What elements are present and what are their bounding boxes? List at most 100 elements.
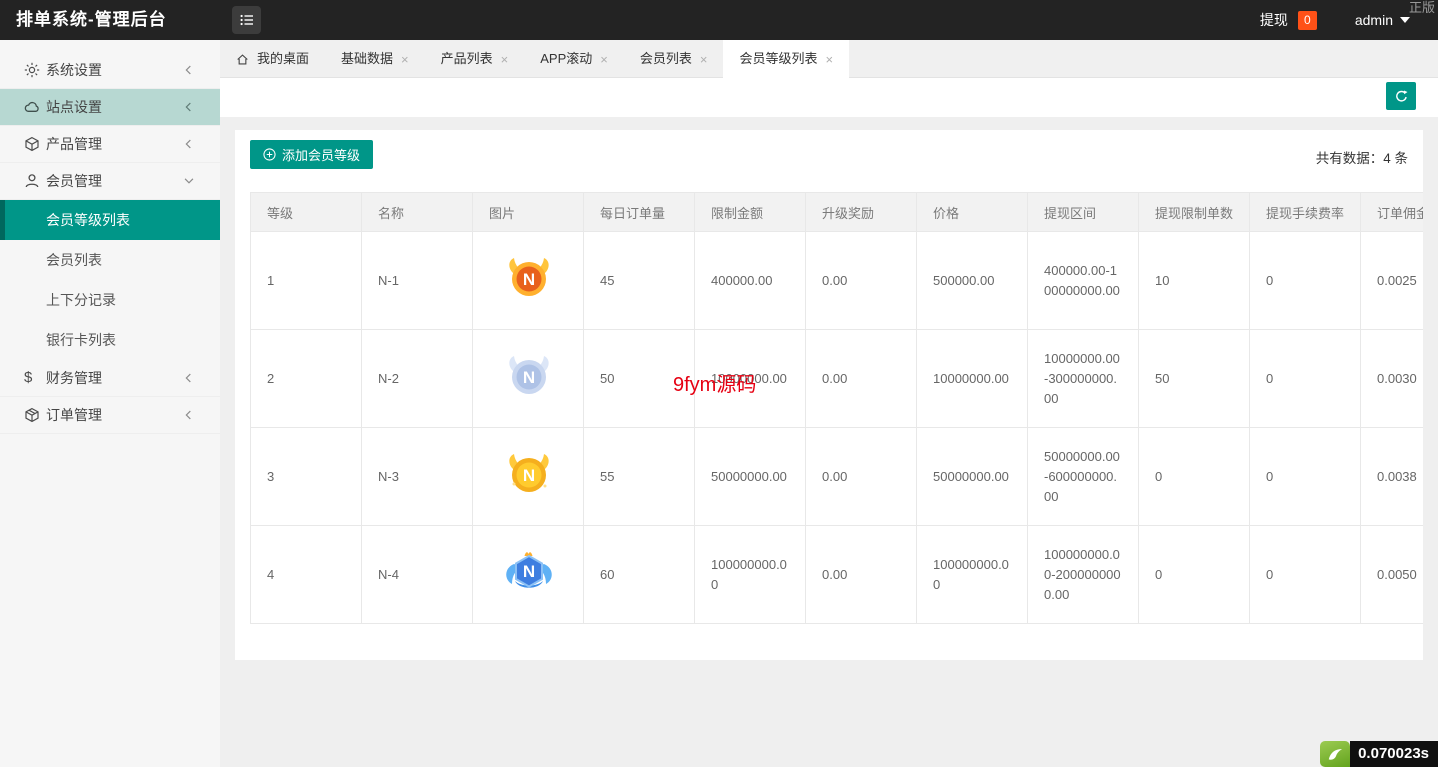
topbar-right-group: 提现 0 admin [1260, 0, 1410, 40]
username: admin [1354, 12, 1393, 28]
sidebar-item-member-management[interactable]: 会员管理 [0, 163, 220, 200]
cell-name: N-2 [361, 329, 473, 428]
cell-name: N-1 [361, 231, 473, 330]
leaf-icon [1320, 741, 1351, 767]
cell-daily-orders: 60 [583, 525, 695, 624]
close-icon[interactable]: × [699, 51, 708, 67]
user-menu[interactable]: admin [1355, 12, 1410, 28]
cell-level: 3 [250, 427, 362, 526]
cell-daily-orders: 45 [583, 231, 695, 330]
sidebar-item-score-records[interactable]: 上下分记录 [46, 292, 116, 308]
sidebar-item-member-level-list[interactable]: 会员等级列表 [0, 200, 220, 240]
level-badge-image: N [501, 446, 557, 508]
cell-limit-amount: 10000000.00 [694, 329, 806, 428]
sidebar-item-product-management[interactable]: 产品管理 [0, 126, 220, 163]
home-icon [236, 53, 249, 66]
add-member-level-button[interactable]: 添加会员等级 [250, 140, 374, 169]
tab-my-desktop[interactable]: 我的桌面 [220, 40, 325, 78]
sidebar-item-order-management[interactable]: 订单管理 [0, 397, 220, 434]
user-icon [24, 173, 40, 189]
table-row: 3 N-3 N 55 50000000.00 0.00 50000000.00 [250, 427, 1423, 526]
chevron-down-icon [182, 174, 196, 188]
tab-label: 会员等级列表 [739, 51, 818, 66]
level-badge-image: N [501, 544, 557, 606]
sidebar-item-label: 系统设置 [46, 62, 102, 78]
col-header-limit-amount: 限制金额 [694, 192, 806, 232]
cell-withdraw-fee: 0 [1249, 329, 1361, 428]
chevron-left-icon [182, 137, 196, 151]
sidebar-item-label: 会员管理 [46, 173, 102, 189]
member-submenu: 会员等级列表 会员列表 上下分记录 银行卡列表 [0, 200, 220, 360]
sidebar-item-member-list[interactable]: 会员列表 [46, 252, 102, 268]
level-badge-image: N [501, 348, 557, 410]
cell-withdraw-fee: 0 [1249, 525, 1361, 624]
cell-limit-amount: 50000000.00 [694, 427, 806, 526]
cell-withdraw-limit: 10 [1138, 231, 1250, 330]
cell-level: 2 [250, 329, 362, 428]
table-row: 1 N-1 N 45 400000.00 0.00 500000.00 [250, 231, 1423, 330]
sidebar-item-site-settings[interactable]: 站点设置 [0, 89, 220, 126]
refresh-icon [1394, 89, 1409, 104]
close-icon[interactable]: × [401, 51, 409, 67]
cell-withdraw-range: 50000000.00-600000000.00 [1027, 427, 1139, 526]
sidebar-item-system-settings[interactable]: 系统设置 [0, 52, 220, 89]
tab-label: 我的桌面 [257, 51, 310, 66]
svg-text:N: N [523, 368, 535, 387]
chevron-down-icon [1400, 17, 1410, 23]
load-time-value: 0.070023s [1350, 741, 1438, 767]
cell-level: 1 [250, 231, 362, 330]
col-header-upgrade-reward: 升级奖励 [805, 192, 917, 232]
tab-member-list[interactable]: 会员列表 × [624, 40, 724, 78]
svg-text:N: N [523, 562, 535, 581]
close-icon[interactable]: × [825, 51, 834, 67]
cell-name: N-3 [361, 427, 473, 526]
cell-daily-orders: 50 [583, 329, 695, 428]
main-area: 我的桌面 基础数据 × 产品列表 × APP滚动 × 会员列表 × 会员等级列表… [220, 40, 1438, 767]
svg-text:N: N [523, 466, 535, 485]
add-button-label: 添加会员等级 [282, 148, 361, 163]
tab-member-level-list[interactable]: 会员等级列表 × [723, 40, 850, 78]
cell-order-commission: 0.0038 [1360, 427, 1423, 526]
tab-app-scroll[interactable]: APP滚动 × [524, 40, 624, 78]
table-container: 等级 名称 图片 每日订单量 限制金额 升级奖励 价格 提现区间 提现限制单数 … [250, 192, 1423, 628]
col-header-withdraw-range: 提现区间 [1027, 192, 1139, 232]
cell-withdraw-limit: 0 [1138, 525, 1250, 624]
tab-label: APP滚动 [540, 51, 593, 66]
cell-limit-amount: 100000000.00 [694, 525, 806, 624]
cell-withdraw-range: 400000.00-100000000.00 [1027, 231, 1139, 330]
tab-product-list[interactable]: 产品列表 × [425, 40, 525, 78]
withdraw-link[interactable]: 提现 [1259, 12, 1288, 28]
app-title: 排单系统-管理后台 [16, 10, 167, 29]
sidebar-item-finance-management[interactable]: $ 财务管理 [0, 360, 220, 397]
withdraw-count-badge[interactable]: 0 [1297, 10, 1317, 30]
cell-level: 4 [250, 525, 362, 624]
tab-label: 会员列表 [639, 51, 692, 66]
refresh-button[interactable] [1386, 82, 1416, 110]
chevron-left-icon [182, 408, 196, 422]
col-header-image: 图片 [472, 192, 584, 232]
table-header-row: 等级 名称 图片 每日订单量 限制金额 升级奖励 价格 提现区间 提现限制单数 … [250, 192, 1423, 232]
member-level-table: 等级 名称 图片 每日订单量 限制金额 升级奖励 价格 提现区间 提现限制单数 … [250, 192, 1423, 624]
cloud-icon [24, 99, 40, 115]
tab-basic-data[interactable]: 基础数据 × [325, 40, 425, 78]
chevron-left-icon [182, 371, 196, 385]
close-icon[interactable]: × [500, 51, 509, 67]
svg-text:N: N [523, 270, 535, 289]
sidebar-item-bank-card-list[interactable]: 银行卡列表 [46, 332, 116, 348]
col-header-name: 名称 [361, 192, 473, 232]
tab-label: 产品列表 [440, 51, 493, 66]
cell-upgrade-reward: 0.00 [805, 427, 917, 526]
top-bar: 排单系统-管理后台 提现 0 admin 正版 [0, 0, 1438, 40]
cell-upgrade-reward: 0.00 [805, 231, 917, 330]
sidebar-collapse-button[interactable] [232, 6, 261, 34]
cell-price: 500000.00 [916, 231, 1028, 330]
level-badge-image: N [501, 250, 557, 312]
cell-limit-amount: 400000.00 [694, 231, 806, 330]
col-header-withdraw-limit: 提现限制单数 [1138, 192, 1250, 232]
sidebar-item-label: 订单管理 [46, 407, 102, 423]
cell-withdraw-limit: 50 [1138, 329, 1250, 428]
cell-withdraw-fee: 0 [1249, 427, 1361, 526]
close-icon[interactable]: × [600, 51, 608, 67]
col-header-daily-orders: 每日订单量 [583, 192, 695, 232]
cell-upgrade-reward: 0.00 [805, 525, 917, 624]
